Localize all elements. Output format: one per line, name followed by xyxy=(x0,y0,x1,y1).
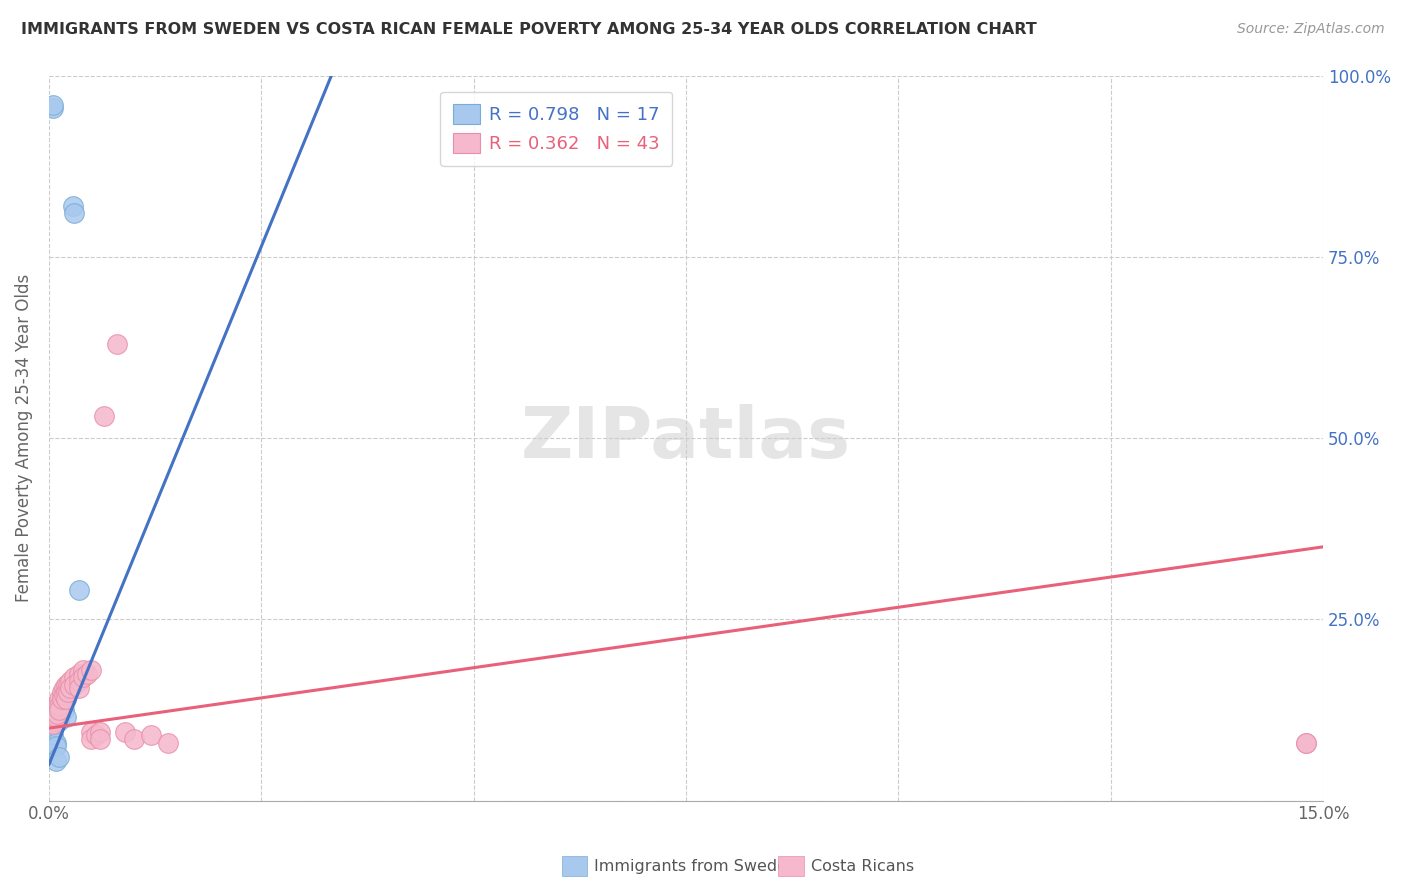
Point xyxy=(48,699,70,714)
Point xyxy=(139,728,162,742)
Point xyxy=(48,750,70,764)
Point xyxy=(42,97,65,112)
Text: Immigrants from Sweden: Immigrants from Sweden xyxy=(595,859,797,873)
Point xyxy=(80,663,103,677)
Point xyxy=(42,699,65,714)
Point xyxy=(55,677,77,691)
Point xyxy=(67,681,90,696)
Point xyxy=(48,692,70,706)
Point xyxy=(46,706,69,721)
Point xyxy=(72,663,94,677)
Point xyxy=(89,731,111,746)
Point xyxy=(114,724,136,739)
Point xyxy=(93,409,115,424)
Point xyxy=(45,710,67,724)
Point xyxy=(53,681,76,696)
Point xyxy=(46,706,69,721)
Point xyxy=(55,685,77,699)
Point xyxy=(51,689,73,703)
Point xyxy=(55,692,77,706)
Point xyxy=(42,721,65,735)
Point xyxy=(62,199,84,213)
Point xyxy=(42,717,65,731)
Point xyxy=(56,677,79,691)
Point xyxy=(80,724,103,739)
Point xyxy=(59,673,82,688)
Point xyxy=(51,692,73,706)
Point xyxy=(72,670,94,684)
Point xyxy=(122,731,145,746)
Point xyxy=(63,670,86,684)
Point xyxy=(1295,736,1317,750)
Point xyxy=(51,685,73,699)
Point xyxy=(67,673,90,688)
Text: IMMIGRANTS FROM SWEDEN VS COSTA RICAN FEMALE POVERTY AMONG 25-34 YEAR OLDS CORRE: IMMIGRANTS FROM SWEDEN VS COSTA RICAN FE… xyxy=(21,22,1036,37)
Point xyxy=(76,666,98,681)
Point xyxy=(46,699,69,714)
Point xyxy=(89,724,111,739)
Point xyxy=(84,728,107,742)
Point xyxy=(53,689,76,703)
Point xyxy=(1295,736,1317,750)
Point xyxy=(105,336,128,351)
Point xyxy=(45,736,67,750)
Point xyxy=(63,677,86,691)
Point xyxy=(42,706,65,721)
Text: Source: ZipAtlas.com: Source: ZipAtlas.com xyxy=(1237,22,1385,37)
Point xyxy=(56,685,79,699)
Point xyxy=(42,101,65,115)
Legend: R = 0.798   N = 17, R = 0.362   N = 43: R = 0.798 N = 17, R = 0.362 N = 43 xyxy=(440,92,672,166)
Point xyxy=(53,703,76,717)
Text: ZIPatlas: ZIPatlas xyxy=(522,403,851,473)
Point xyxy=(80,731,103,746)
Point xyxy=(67,666,90,681)
Point xyxy=(42,728,65,742)
Point xyxy=(59,681,82,696)
Point xyxy=(45,703,67,717)
Point xyxy=(55,710,77,724)
Point xyxy=(45,754,67,768)
Point xyxy=(156,736,179,750)
Point xyxy=(48,703,70,717)
Point xyxy=(46,699,69,714)
Text: Costa Ricans: Costa Ricans xyxy=(811,859,914,873)
Point xyxy=(48,714,70,728)
Point xyxy=(63,206,86,220)
Point xyxy=(67,583,90,598)
Point xyxy=(42,714,65,728)
Point xyxy=(45,739,67,754)
Y-axis label: Female Poverty Among 25-34 Year Olds: Female Poverty Among 25-34 Year Olds xyxy=(15,274,32,602)
